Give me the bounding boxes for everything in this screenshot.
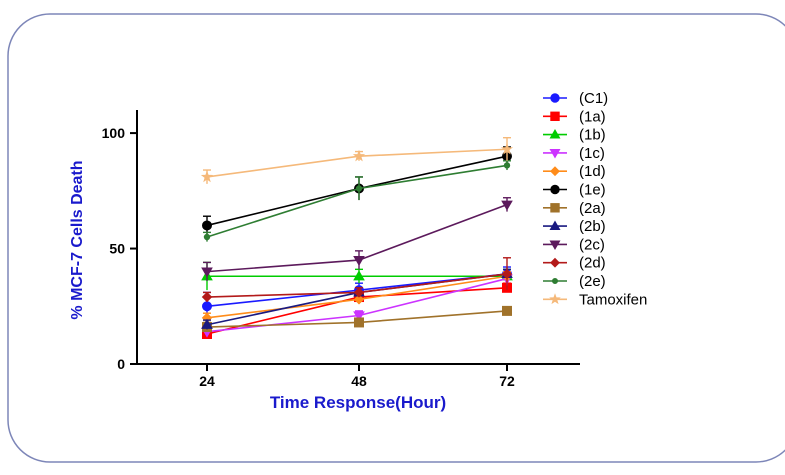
- legend-marker: [549, 240, 561, 251]
- data-point-marker: [202, 301, 212, 312]
- legend-marker: [549, 128, 561, 139]
- rounded-panel-border: [7, 13, 785, 463]
- x-tick-label: 48: [351, 373, 367, 389]
- y-axis-ticks: 0 50 100: [102, 125, 137, 372]
- legend-item: (1b): [543, 127, 606, 144]
- legend-label: Tamoxifen: [579, 291, 647, 308]
- legend-label: (2b): [579, 218, 606, 235]
- legend-label: (2a): [579, 200, 606, 217]
- legend-item: (2d): [543, 255, 606, 272]
- legend-item: (2a): [543, 200, 606, 217]
- x-axis-label: Time Response(Hour): [270, 393, 446, 412]
- legend-item: Tamoxifen: [543, 291, 647, 308]
- data-point-marker: [203, 233, 211, 241]
- series-11: [203, 160, 511, 242]
- data-point-marker: [202, 220, 212, 231]
- data-point-marker: [355, 185, 363, 192]
- legend-marker: [551, 277, 559, 285]
- data-point-marker: [353, 255, 365, 267]
- series-layer: [200, 137, 514, 339]
- series-9: [201, 197, 513, 281]
- legend-marker: [550, 111, 560, 121]
- legend-label: (1c): [579, 145, 605, 162]
- data-point-marker: [501, 200, 513, 211]
- data-point-marker: [503, 162, 511, 169]
- y-tick-label: 0: [117, 356, 125, 372]
- x-axis-ticks: 24 48 72: [199, 364, 515, 389]
- legend-item: (2e): [543, 273, 606, 290]
- legend-label: (C1): [579, 90, 608, 107]
- data-point-marker: [501, 268, 513, 280]
- legend-marker: [550, 184, 560, 195]
- data-point-marker: [502, 305, 512, 316]
- legend-label: (1a): [579, 108, 606, 125]
- legend-marker: [549, 149, 561, 159]
- legend-marker: [550, 93, 560, 103]
- legend-label: (2e): [579, 273, 606, 290]
- data-point-marker: [353, 311, 365, 322]
- series-10: [201, 257, 513, 303]
- data-point-marker: [200, 170, 214, 183]
- y-tick-label: 100: [102, 125, 126, 141]
- data-point-marker: [201, 291, 213, 303]
- legend-label: (1e): [579, 182, 606, 199]
- legend-item: (1c): [543, 145, 605, 162]
- legend-item: (1d): [543, 163, 606, 180]
- legend-item: (C1): [543, 90, 608, 107]
- legend-label: (2d): [579, 255, 606, 272]
- data-point-marker: [353, 287, 365, 298]
- data-point-marker: [354, 317, 364, 328]
- legend-item: (1a): [543, 108, 606, 125]
- legend-item: (2c): [543, 236, 605, 253]
- data-point-marker: [201, 318, 213, 329]
- data-point-marker: [352, 149, 366, 162]
- legend-label: (1b): [579, 127, 606, 144]
- legend-marker: [550, 166, 560, 177]
- data-point-marker: [500, 142, 514, 155]
- y-axis-label: % MCF-7 Cells Death: [69, 160, 86, 319]
- legend-item: (2b): [543, 218, 606, 235]
- x-tick-label: 72: [499, 373, 515, 389]
- legend-marker: [550, 203, 560, 213]
- x-tick-label: 24: [199, 373, 215, 389]
- data-point-marker: [353, 270, 365, 281]
- legend-marker: [549, 220, 561, 230]
- legend-label: (2c): [579, 236, 605, 253]
- series-12: [200, 137, 514, 184]
- data-point-marker: [353, 294, 365, 305]
- legend: (C1)(1a) (1b)(1c)(1d) (1e)(2a)(2b)(2c) (2d)…: [543, 90, 647, 308]
- y-tick-label: 50: [109, 241, 125, 257]
- legend-marker: [550, 257, 560, 268]
- data-point-marker: [201, 267, 213, 278]
- legend-marker: [549, 293, 561, 305]
- legend-label: (1d): [579, 163, 606, 180]
- legend-item: (1e): [543, 182, 606, 199]
